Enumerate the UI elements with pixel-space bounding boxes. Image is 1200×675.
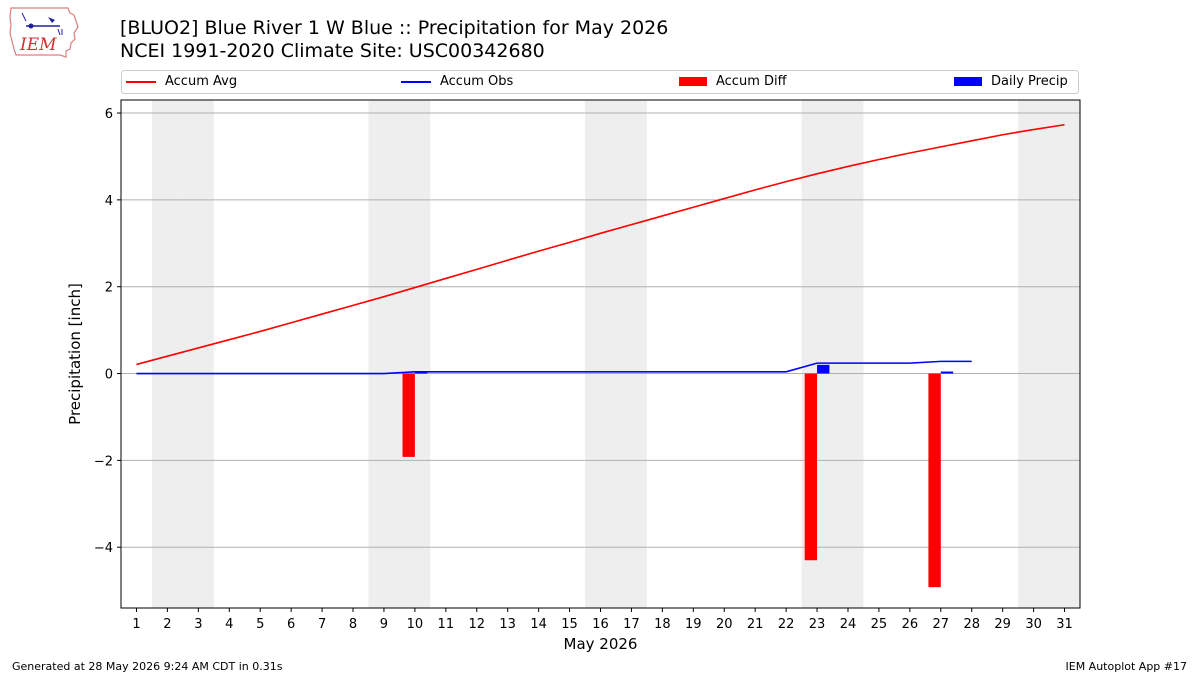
y-tick-label-6: 6 xyxy=(105,107,113,122)
chart-subtitle: NCEI 1991-2020 Climate Site: USC00342680 xyxy=(120,40,545,62)
accum-diff-bar-10 xyxy=(402,373,415,457)
x-tick-label-9: 9 xyxy=(380,617,388,632)
x-tick-label-28: 28 xyxy=(963,617,980,632)
legend-swatch-accum-obs xyxy=(401,80,431,83)
x-tick-label-11: 11 xyxy=(438,617,455,632)
x-tick-label-17: 17 xyxy=(623,617,640,632)
x-tick-label-4: 4 xyxy=(225,617,233,632)
x-tick-label-22: 22 xyxy=(778,617,795,632)
x-tick-label-14: 14 xyxy=(530,617,547,632)
x-tick-label-13: 13 xyxy=(499,617,516,632)
weekend-band-24 xyxy=(832,100,864,608)
legend-label-accum-diff: Accum Diff xyxy=(716,74,787,89)
legend-item-daily-precip: Daily Precip xyxy=(954,74,1068,89)
legend-item-accum-diff: Accum Diff xyxy=(679,74,787,89)
x-tick-label-31: 31 xyxy=(1056,617,1073,632)
x-axis-label: May 2026 xyxy=(564,635,638,653)
legend-label-accum-avg: Accum Avg xyxy=(165,74,238,89)
x-tick-label-24: 24 xyxy=(840,617,857,632)
accum-diff-bar-27 xyxy=(928,373,941,588)
legend-label-daily-precip: Daily Precip xyxy=(991,74,1068,89)
x-tick-label-27: 27 xyxy=(933,617,950,632)
x-tick-label-6: 6 xyxy=(287,617,295,632)
x-tick-label-15: 15 xyxy=(561,617,578,632)
y-tick-label-2: 2 xyxy=(105,281,113,296)
accum-diff-bar-23 xyxy=(804,373,818,561)
x-tick-label-8: 8 xyxy=(349,617,357,632)
x-tick-label-30: 30 xyxy=(1025,617,1042,632)
weekend-band-17 xyxy=(615,100,647,608)
logo-text: IEM xyxy=(19,35,57,55)
weekend-shading xyxy=(151,100,1080,608)
chart-title: [BLUO2] Blue River 1 W Blue :: Precipita… xyxy=(120,17,669,39)
weekend-band-3 xyxy=(182,100,214,608)
weekend-band-9 xyxy=(368,100,400,608)
x-tick-label-25: 25 xyxy=(871,617,888,632)
y-axis-ticks: −4 −2 0 2 4 6 xyxy=(94,107,121,556)
weekend-band-30 xyxy=(1018,100,1050,608)
x-tick-label-29: 29 xyxy=(994,617,1011,632)
x-tick-label-12: 12 xyxy=(468,617,485,632)
legend-swatch-accum-avg xyxy=(126,80,156,83)
x-tick-label-2: 2 xyxy=(163,617,171,632)
y-tick-label--2: −2 xyxy=(94,454,113,469)
legend-item-accum-obs: Accum Obs xyxy=(401,74,513,89)
x-tick-label-3: 3 xyxy=(194,617,202,632)
accum-obs-line xyxy=(136,360,972,375)
x-tick-label-23: 23 xyxy=(809,617,826,632)
daily-precip-bar-27 xyxy=(940,371,954,374)
y-tick-label--4: −4 xyxy=(94,541,113,556)
daily-precip-bar-23 xyxy=(817,364,830,374)
y-axis-label: Precipitation [inch] xyxy=(66,283,84,425)
legend-swatch-accum-diff xyxy=(679,77,707,86)
weekend-band-31 xyxy=(1049,100,1080,608)
lines xyxy=(136,123,1065,375)
legend: Accum Avg Accum Obs Accum Diff Daily Pre… xyxy=(121,70,1079,94)
x-tick-label-18: 18 xyxy=(654,617,671,632)
accum-avg-line xyxy=(136,123,1065,366)
footer-generated: Generated at 28 May 2026 9:24 AM CDT in … xyxy=(12,660,283,673)
y-tick-label-4: 4 xyxy=(105,194,113,209)
weekend-band-10 xyxy=(399,100,431,608)
x-tick-label-16: 16 xyxy=(592,617,609,632)
bars xyxy=(402,364,954,588)
x-tick-label-21: 21 xyxy=(747,617,764,632)
y-tick-label-0: 0 xyxy=(105,368,113,383)
x-tick-label-26: 26 xyxy=(902,617,919,632)
x-tick-label-7: 7 xyxy=(318,617,326,632)
legend-label-accum-obs: Accum Obs xyxy=(440,74,514,89)
x-tick-label-10: 10 xyxy=(407,617,424,632)
weekend-band-16 xyxy=(585,100,616,608)
x-tick-label-20: 20 xyxy=(716,617,733,632)
x-tick-label-19: 19 xyxy=(685,617,702,632)
x-tick-label-1: 1 xyxy=(132,617,140,632)
legend-swatch-daily-precip xyxy=(954,77,982,86)
x-axis-ticks: 1 2 3 4 5 6 7 8 9 10 11 12 13 14 15 16 17 18 19 20 21 22 23 24 2… xyxy=(132,608,1073,632)
footer-app: IEM Autoplot App #17 xyxy=(1065,660,1188,673)
x-tick-label-5: 5 xyxy=(256,617,264,632)
legend-item-accum-avg: Accum Avg xyxy=(126,74,237,89)
gridlines xyxy=(121,112,1080,548)
iem-logo: IEM xyxy=(8,5,80,59)
